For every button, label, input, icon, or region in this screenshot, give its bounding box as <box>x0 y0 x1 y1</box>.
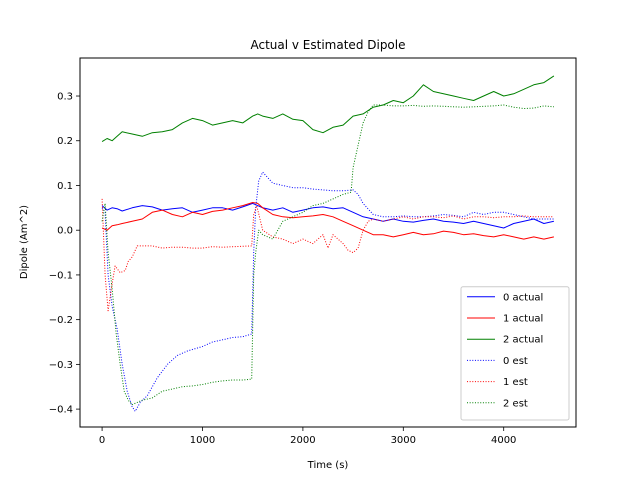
y-tick-label: −0.3 <box>49 360 73 371</box>
plot-area: 0 1000 2000 3000 4000 −0.4 −0.3 −0.2 −0.1 0.0 0.1… <box>49 57 577 446</box>
x-axis: 0 1000 2000 3000 4000 <box>99 427 516 446</box>
y-tick-label: −0.1 <box>49 270 73 281</box>
plot-frame <box>79 57 577 428</box>
legend-label: 0 actual <box>503 292 543 303</box>
chart-title: Actual v Estimated Dipole <box>250 38 405 52</box>
x-tick-label: 0 <box>99 435 105 446</box>
x-tick-label: 1000 <box>190 435 215 446</box>
series-layer <box>101 75 555 412</box>
y-axis-title: Dipole (Am^2) <box>19 205 30 279</box>
y-tick-label: 0.0 <box>57 226 73 237</box>
y-tick-label: 0.1 <box>57 181 73 192</box>
series-line-1-est <box>101 198 554 312</box>
legend-box <box>460 286 570 421</box>
y-tick-label: 0.2 <box>57 136 73 147</box>
series-line-2-actual <box>101 75 555 143</box>
legend: 0 actual 1 actual 2 actual 0 est 1 est 2 est <box>460 286 570 421</box>
y-tick-label: −0.4 <box>49 405 73 416</box>
x-tick-label: 4000 <box>491 435 516 446</box>
legend-label: 1 actual <box>503 314 543 325</box>
x-axis-title: Time (s) <box>307 460 349 471</box>
legend-label: 2 actual <box>503 335 543 346</box>
x-tick-label: 3000 <box>391 435 416 446</box>
x-tick-label: 2000 <box>290 435 315 446</box>
legend-label: 2 est <box>503 398 528 409</box>
legend-label: 0 est <box>503 356 528 367</box>
legend-label: 1 est <box>503 377 528 388</box>
y-tick-label: 0.3 <box>57 92 73 103</box>
series-line-1-actual <box>101 202 555 240</box>
y-axis: −0.4 −0.3 −0.2 −0.1 0.0 0.1 0.2 0.3 <box>49 92 80 416</box>
series-line-0-est <box>101 171 554 412</box>
y-tick-label: −0.2 <box>49 315 73 326</box>
